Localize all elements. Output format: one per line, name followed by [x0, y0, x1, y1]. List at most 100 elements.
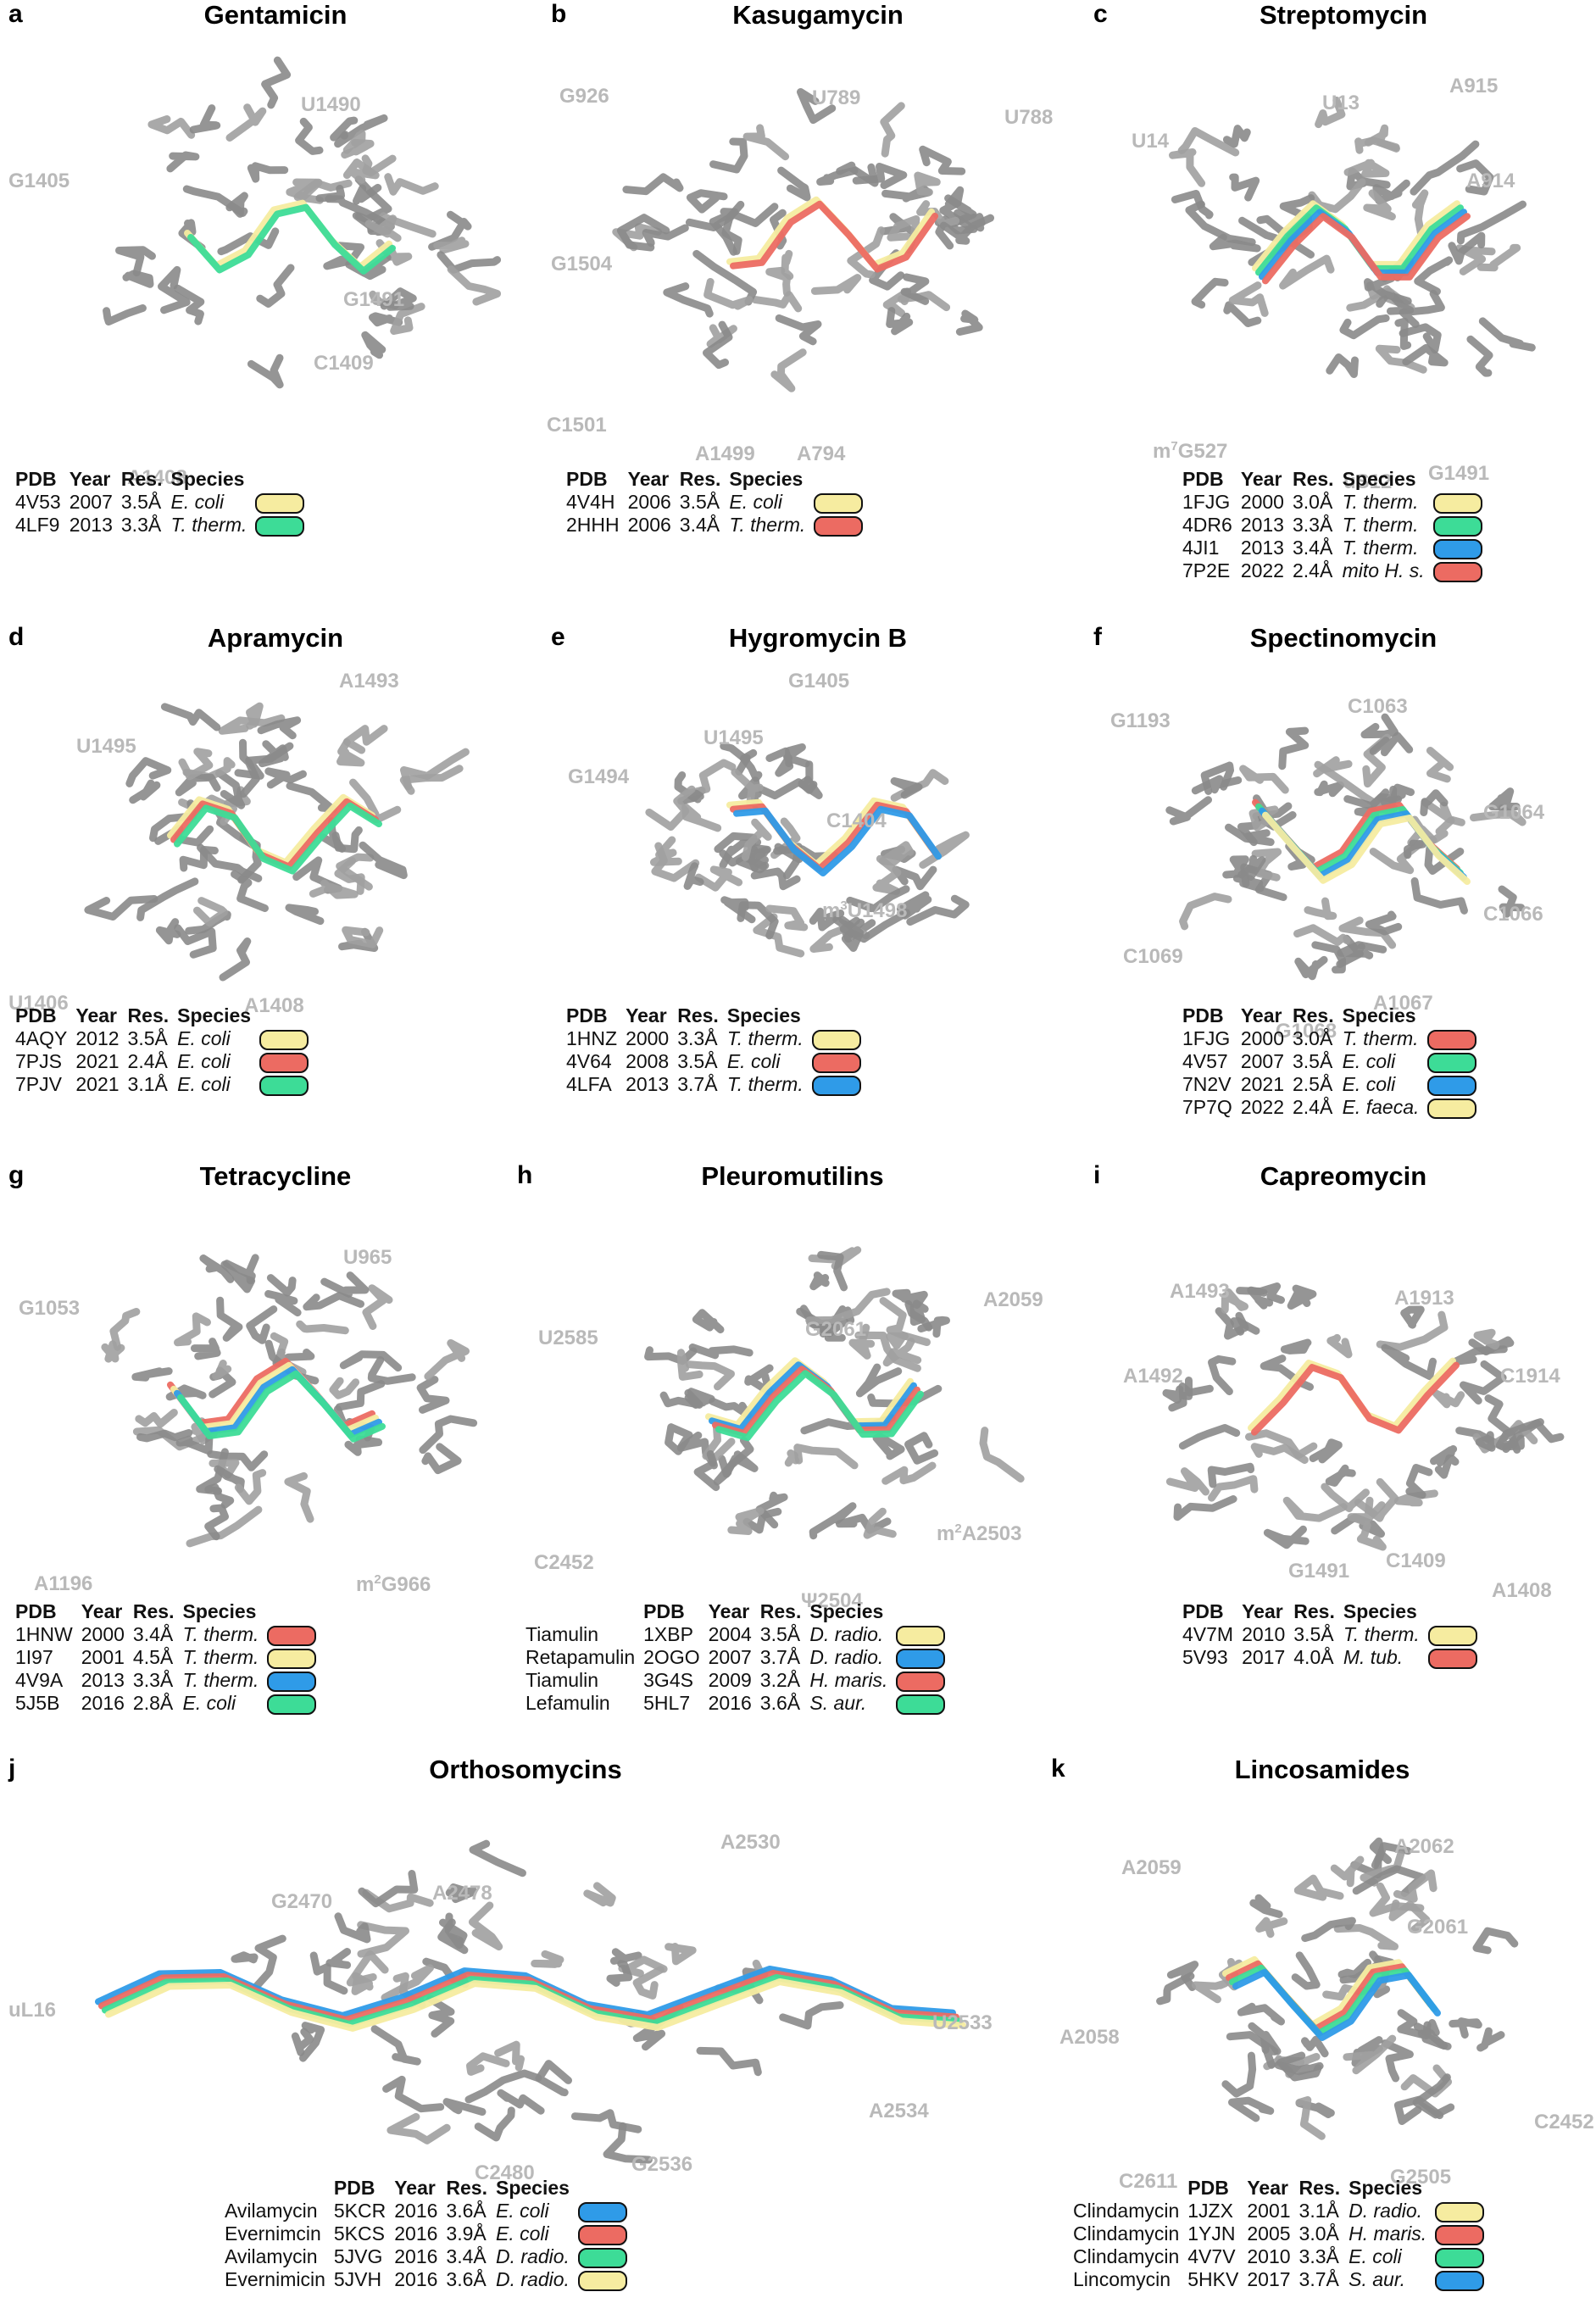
year: 2016 — [708, 1692, 752, 1714]
modification-position: 7 — [1171, 439, 1178, 453]
rrna-residue-stick — [919, 145, 966, 175]
legend-header: PDB Year Res. Species — [225, 2177, 636, 2200]
residue-label: A2059 — [1121, 1856, 1182, 1879]
rrna-residue-stick — [252, 1934, 286, 1991]
rrna-residue-stick — [212, 1360, 232, 1380]
modification-prefix: m — [822, 899, 841, 922]
color-swatch — [267, 1648, 317, 1669]
header-color — [1427, 1004, 1485, 1027]
color-swatch — [1432, 561, 1482, 582]
species: T. therm. — [182, 1646, 259, 1668]
color-swatch — [577, 2224, 627, 2245]
rrna-residue-stick — [642, 224, 689, 248]
header-species: Species — [1349, 2177, 1423, 2199]
antibiotic-name: Lincomycin — [1073, 2268, 1171, 2290]
residue-label: A794 — [797, 442, 846, 465]
rrna-residue-stick — [817, 1250, 848, 1292]
rrna-residue-stick — [131, 1367, 173, 1382]
color-cell — [896, 1623, 954, 1646]
rrna-residue-stick — [939, 186, 972, 230]
header-year: Year — [75, 1004, 117, 1026]
rrna-residue-stick — [234, 742, 294, 780]
rrna-residue-stick — [101, 1340, 125, 1363]
residue-name: G527 — [1177, 440, 1228, 463]
species: D. radio. — [809, 1623, 884, 1645]
antibiotic-name: Avilamycin — [225, 2245, 318, 2267]
rrna-residue-stick — [173, 284, 205, 325]
rrna-residue-stick — [1282, 1496, 1348, 1522]
residue-label: U788 — [1004, 106, 1054, 129]
resolution: 3.4Å — [446, 2245, 487, 2267]
species: T. therm. — [726, 1073, 804, 1095]
rrna-residue-stick — [286, 782, 337, 813]
year: 2017 — [1242, 1646, 1286, 1668]
header-pdb: PDB — [15, 468, 57, 490]
pdb-id: 4JI1 — [1182, 537, 1220, 559]
residue-label: C1063 — [1348, 695, 1408, 718]
header-species: Species — [170, 468, 245, 490]
rrna-residue-stick — [1249, 1894, 1283, 1918]
rrna-residue-stick — [622, 173, 684, 196]
color-swatch — [267, 1694, 317, 1715]
rrna-residue-stick — [122, 270, 154, 288]
legend-row: Avilamycin 5JVG 2016 3.4Å D. radio. — [225, 2245, 636, 2268]
rrna-residue-stick — [1338, 916, 1397, 949]
rrna-residue-stick — [1168, 1382, 1214, 1412]
rrna-residue-stick — [1222, 855, 1249, 879]
year: 2013 — [69, 514, 113, 536]
rrna-residue-stick — [703, 320, 733, 370]
rrna-residue-stick — [750, 867, 801, 891]
legend-header: PDB Year Res. Species — [526, 1600, 954, 1623]
residue-label: G1491 — [1288, 1560, 1350, 1583]
rrna-residue-stick — [798, 760, 818, 794]
rrna-residue-stick — [1313, 756, 1353, 778]
header-year: Year — [1242, 1600, 1283, 1622]
structure-view — [1165, 713, 1526, 981]
rrna-residue-stick — [231, 1951, 259, 1964]
rrna-residue-stick — [426, 1994, 455, 2038]
rrna-residue-stick — [684, 1388, 715, 1409]
header-resolution: Res. — [127, 1004, 170, 1026]
resolution: 2.4Å — [1293, 1096, 1333, 1118]
legend-row: Avilamycin 5KCR 2016 3.6Å E. coli — [225, 2200, 636, 2222]
rrna-residue-stick — [1399, 289, 1445, 329]
rrna-residue-stick — [1314, 780, 1344, 798]
residue-label: A1493 — [1170, 1280, 1230, 1303]
rrna-residue-stick — [1251, 848, 1282, 882]
rrna-residue-stick — [1237, 854, 1266, 881]
rrna-residue-stick — [900, 273, 930, 305]
pdb-id: 5HL7 — [643, 1692, 691, 1714]
pdb-id: 4V57 — [1182, 1050, 1228, 1072]
resolution: 2.4Å — [127, 1050, 168, 1072]
rrna-residue-stick — [382, 2075, 445, 2113]
rrna-residue-stick — [361, 331, 386, 359]
panel-title: Hygromycin B — [728, 623, 908, 653]
rrna-residue-stick — [362, 1284, 393, 1330]
rrna-residue-stick — [1255, 1916, 1288, 1939]
color-cell — [814, 514, 871, 537]
rrna-residue-stick — [136, 877, 199, 921]
pdb-id: 1XBP — [643, 1623, 693, 1645]
rrna-residue-stick — [1237, 2002, 1285, 2026]
header-species: Species — [177, 1004, 252, 1026]
pdb-id: 5JVG — [333, 2245, 383, 2267]
species: mito H. s. — [1342, 559, 1425, 581]
rrna-residue-stick — [797, 88, 837, 125]
rrna-residue-stick — [1413, 2022, 1452, 2050]
rrna-residue-stick — [1475, 1431, 1496, 1452]
modification-position: 2 — [374, 1572, 381, 1587]
year: 2005 — [1247, 2222, 1291, 2245]
rrna-residue-stick — [681, 803, 722, 832]
rrna-residue-stick — [445, 1883, 478, 1904]
rrna-residue-stick — [186, 1505, 263, 1548]
legend-row: 4V53 2007 3.5Å E. coli — [15, 491, 313, 514]
residue-label: Ψ2504 — [801, 1589, 863, 1612]
rrna-residue-stick — [1426, 747, 1454, 783]
color-swatch — [255, 515, 305, 537]
antibiotic-name: Tiamulin — [526, 1623, 599, 1645]
rrna-residue-stick — [881, 1461, 937, 1485]
ligand-4lf9 — [187, 203, 396, 275]
residue-label: C2452 — [1534, 2111, 1594, 2133]
header-resolution: Res. — [446, 2177, 487, 2199]
rrna-residue-stick — [1472, 1927, 1519, 1955]
